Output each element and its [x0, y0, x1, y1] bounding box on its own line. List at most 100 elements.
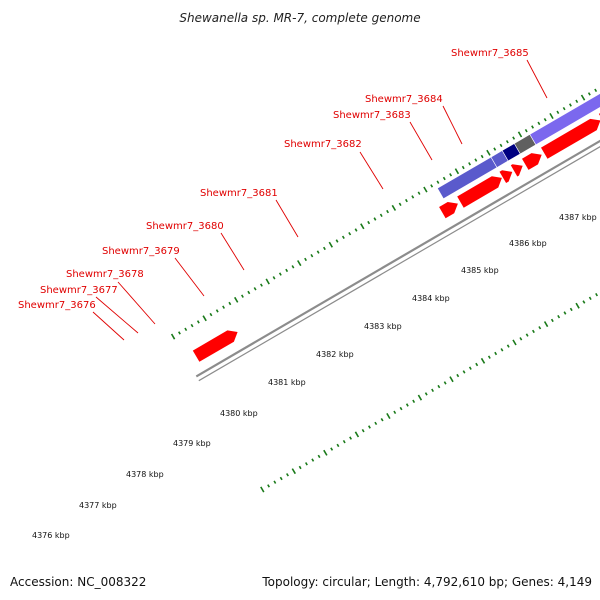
- tick-mark: [291, 265, 295, 269]
- cds-arrow: [522, 153, 542, 170]
- tick-mark: [480, 154, 484, 159]
- tick-mark: [556, 110, 560, 114]
- tick-mark: [328, 241, 333, 248]
- tick-mark: [431, 388, 434, 392]
- gene-label-3685: Shewmr7_3685: [451, 48, 529, 59]
- tick-mark: [538, 326, 542, 330]
- tick-mark: [517, 131, 523, 138]
- cds-arrow: [457, 176, 502, 208]
- tick-mark: [323, 246, 326, 251]
- map-title: Shewanella sp. MR-7, complete genome: [179, 11, 420, 25]
- tick-mark: [298, 465, 302, 470]
- tick-mark: [537, 121, 541, 126]
- leader-line: [117, 281, 156, 325]
- tick-mark: [215, 309, 219, 313]
- tick-mark: [368, 425, 371, 429]
- tick-mark: [575, 99, 579, 103]
- tick-mark: [241, 294, 244, 298]
- leader-line: [92, 311, 125, 341]
- tick-mark: [550, 318, 554, 323]
- tick-mark: [386, 413, 391, 419]
- tick-mark: [430, 184, 434, 188]
- tick-mark: [543, 117, 547, 122]
- tick-mark: [361, 429, 365, 433]
- leader-layer: [92, 59, 548, 341]
- tick-mark: [524, 129, 528, 133]
- tick-mark: [265, 278, 270, 285]
- tick-mark: [178, 331, 181, 335]
- gene-label-3676: Shewmr7_3676: [18, 300, 96, 311]
- gene-label-3680: Shewmr7_3680: [146, 221, 224, 232]
- tick-mark: [512, 339, 517, 346]
- tick-mark: [374, 421, 378, 426]
- tick-mark: [506, 344, 510, 348]
- genome-summary-text: Topology: circular; Length: 4,792,610 bp…: [261, 575, 592, 589]
- tick-mark: [417, 394, 423, 401]
- tick-mark: [354, 431, 360, 438]
- tick-mark: [228, 301, 232, 306]
- tick-mark: [373, 217, 377, 221]
- tick-mark: [360, 223, 365, 230]
- leader-line: [275, 199, 299, 238]
- kbp-label: 4380 kbp: [220, 409, 258, 418]
- tick-mark: [323, 449, 328, 456]
- tick-mark: [557, 315, 561, 319]
- tick-mark: [336, 443, 340, 448]
- leader-line: [526, 59, 548, 99]
- tick-mark: [588, 296, 592, 300]
- kbp-label: 4383 kbp: [364, 322, 402, 331]
- tick-mark: [569, 103, 572, 107]
- tick-mark: [273, 480, 277, 484]
- accession-text: Accession: NC_008322: [10, 575, 146, 589]
- tick-mark: [474, 158, 478, 162]
- gene-label-3678: Shewmr7_3678: [66, 269, 144, 280]
- tick-mark: [468, 366, 472, 370]
- tick-mark: [525, 333, 529, 337]
- tick-mark: [285, 268, 289, 273]
- tick-mark: [190, 323, 194, 328]
- tick-mark: [398, 202, 402, 206]
- kbp-label: 4376 kbp: [32, 531, 70, 540]
- gene-label-3683: Shewmr7_3683: [333, 110, 411, 121]
- tick-mark: [462, 370, 466, 374]
- tick-mark: [278, 272, 282, 276]
- tick-mark: [316, 250, 320, 254]
- tick-mark: [272, 276, 276, 280]
- tick-mark: [260, 283, 263, 287]
- cds-arrow: [439, 202, 458, 219]
- tick-mark: [486, 149, 491, 156]
- tick-mark: [341, 235, 345, 240]
- leader-line: [95, 296, 139, 334]
- tick-mark: [424, 392, 428, 396]
- tick-mark: [417, 191, 421, 195]
- kbp-label-layer: 4376 kbp 4377 kbp 4378 kbp 4379 kbp 4380 kbp…: [32, 213, 597, 540]
- tick-mark: [423, 186, 428, 193]
- gene-label-3677: Shewmr7_3677: [40, 285, 118, 296]
- tick-mark: [569, 307, 573, 312]
- gene-label-3681: Shewmr7_3681: [200, 188, 278, 199]
- tick-mark: [297, 260, 302, 267]
- cds-arrow: [192, 330, 238, 362]
- leader-line: [359, 151, 384, 190]
- feature-3680: [529, 93, 600, 146]
- tick-mark: [480, 357, 486, 364]
- tick-layer: [170, 88, 598, 493]
- leader-line: [174, 257, 205, 297]
- tick-mark: [391, 204, 397, 211]
- tick-mark: [454, 168, 460, 175]
- tick-mark: [234, 296, 239, 303]
- tick-mark: [393, 410, 397, 414]
- tick-mark: [500, 348, 504, 352]
- kbp-label: 4382 kbp: [316, 350, 354, 359]
- tick-mark: [291, 468, 296, 475]
- kbp-label: 4385 kbp: [461, 266, 499, 275]
- tick-mark: [468, 162, 471, 166]
- tick-mark: [330, 447, 334, 451]
- tick-mark: [286, 473, 289, 477]
- tick-mark: [449, 376, 454, 383]
- tick-mark: [184, 327, 188, 331]
- tick-mark: [379, 213, 383, 217]
- tick-mark: [594, 88, 598, 92]
- leader-line: [442, 105, 463, 145]
